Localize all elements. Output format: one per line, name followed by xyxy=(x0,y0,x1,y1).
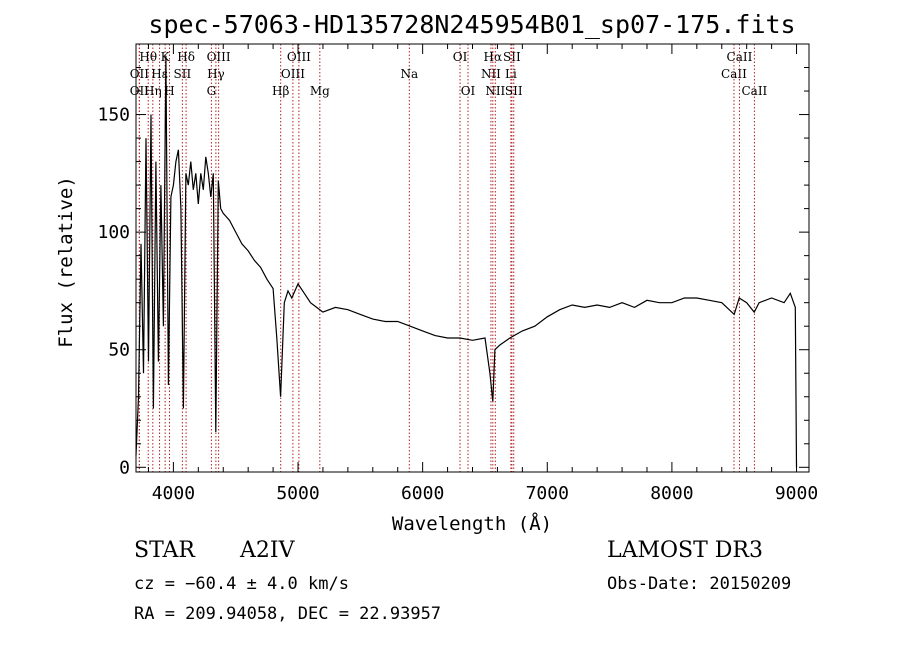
line-marker-label: CaII xyxy=(721,67,747,81)
line-marker-label: Hε xyxy=(151,67,168,81)
survey-name: LAMOST DR3 xyxy=(607,538,763,563)
line-marker-label: NII xyxy=(485,84,505,98)
line-marker-label: OIII xyxy=(281,67,305,81)
line-marker-label: SII xyxy=(174,67,192,81)
obs-date: Obs-Date: 20150209 xyxy=(607,574,792,594)
line-marker-label: OIII xyxy=(287,50,311,64)
axis-ticks: 4000 5000 6000 7000 8000 9000 0 50 100 150 xyxy=(97,44,818,504)
line-marker-label: Hδ xyxy=(177,50,195,64)
y-tick-label: 150 xyxy=(97,105,130,126)
line-marker-label: Hγ xyxy=(207,67,225,81)
line-marker-label: H xyxy=(164,84,174,98)
line-marker-label: SII xyxy=(503,50,521,64)
line-marker-label: G xyxy=(207,84,217,98)
line-marker-label: Hη xyxy=(144,84,162,98)
line-marker-label: Na xyxy=(400,67,418,81)
line-marker-label: CaII xyxy=(727,50,753,64)
y-tick-label: 100 xyxy=(97,222,130,243)
line-marker-label: Li xyxy=(505,67,517,81)
spectrum-line-group xyxy=(135,55,798,468)
x-axis-label: Wavelength (Å) xyxy=(392,512,552,535)
y-tick-label: 50 xyxy=(108,340,130,361)
object-class: STAR xyxy=(134,538,195,563)
line-marker-label: Hβ xyxy=(272,84,289,98)
line-marker-label: NII xyxy=(481,67,501,81)
y-tick-label: 0 xyxy=(119,457,130,478)
line-marker-label: Hα xyxy=(484,50,503,64)
spectrum-line xyxy=(135,55,798,468)
line-marker-label: OII xyxy=(130,67,150,81)
line-marker-label: OIII xyxy=(207,50,231,64)
line-marker-label: Mg xyxy=(310,84,330,98)
x-tick-label: 9000 xyxy=(775,483,818,504)
x-tick-label: 4000 xyxy=(152,483,195,504)
x-tick-label: 8000 xyxy=(650,483,693,504)
chart-title: spec-57063-HD135728N245954B01_sp07-175.f… xyxy=(148,10,795,39)
line-marker-label: CaII xyxy=(741,84,767,98)
line-marker-label: OI xyxy=(461,84,476,98)
object-subclass: A2IV xyxy=(240,538,295,563)
plot-frame xyxy=(135,43,810,473)
x-tick-label: 7000 xyxy=(526,483,569,504)
line-marker-label: SII xyxy=(505,84,523,98)
x-tick-label: 6000 xyxy=(401,483,444,504)
line-marker-label: OI xyxy=(453,50,468,64)
y-axis-label: Flux (relative) xyxy=(55,176,77,348)
redshift-cz: cz = −60.4 ± 4.0 km/s xyxy=(134,574,349,594)
line-marker-label: Hθ xyxy=(139,50,157,64)
x-tick-label: 5000 xyxy=(276,483,319,504)
ra-dec: RA = 209.94058, DEC = 22.93957 xyxy=(134,604,442,624)
